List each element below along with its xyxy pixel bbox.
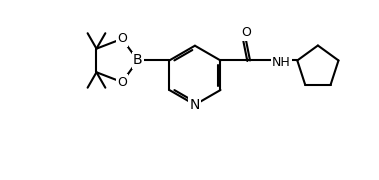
Text: O: O (241, 26, 251, 39)
Text: O: O (117, 76, 127, 89)
Text: N: N (190, 98, 200, 112)
Text: NH: NH (272, 56, 291, 69)
Text: B: B (133, 53, 143, 68)
Text: O: O (117, 32, 127, 45)
